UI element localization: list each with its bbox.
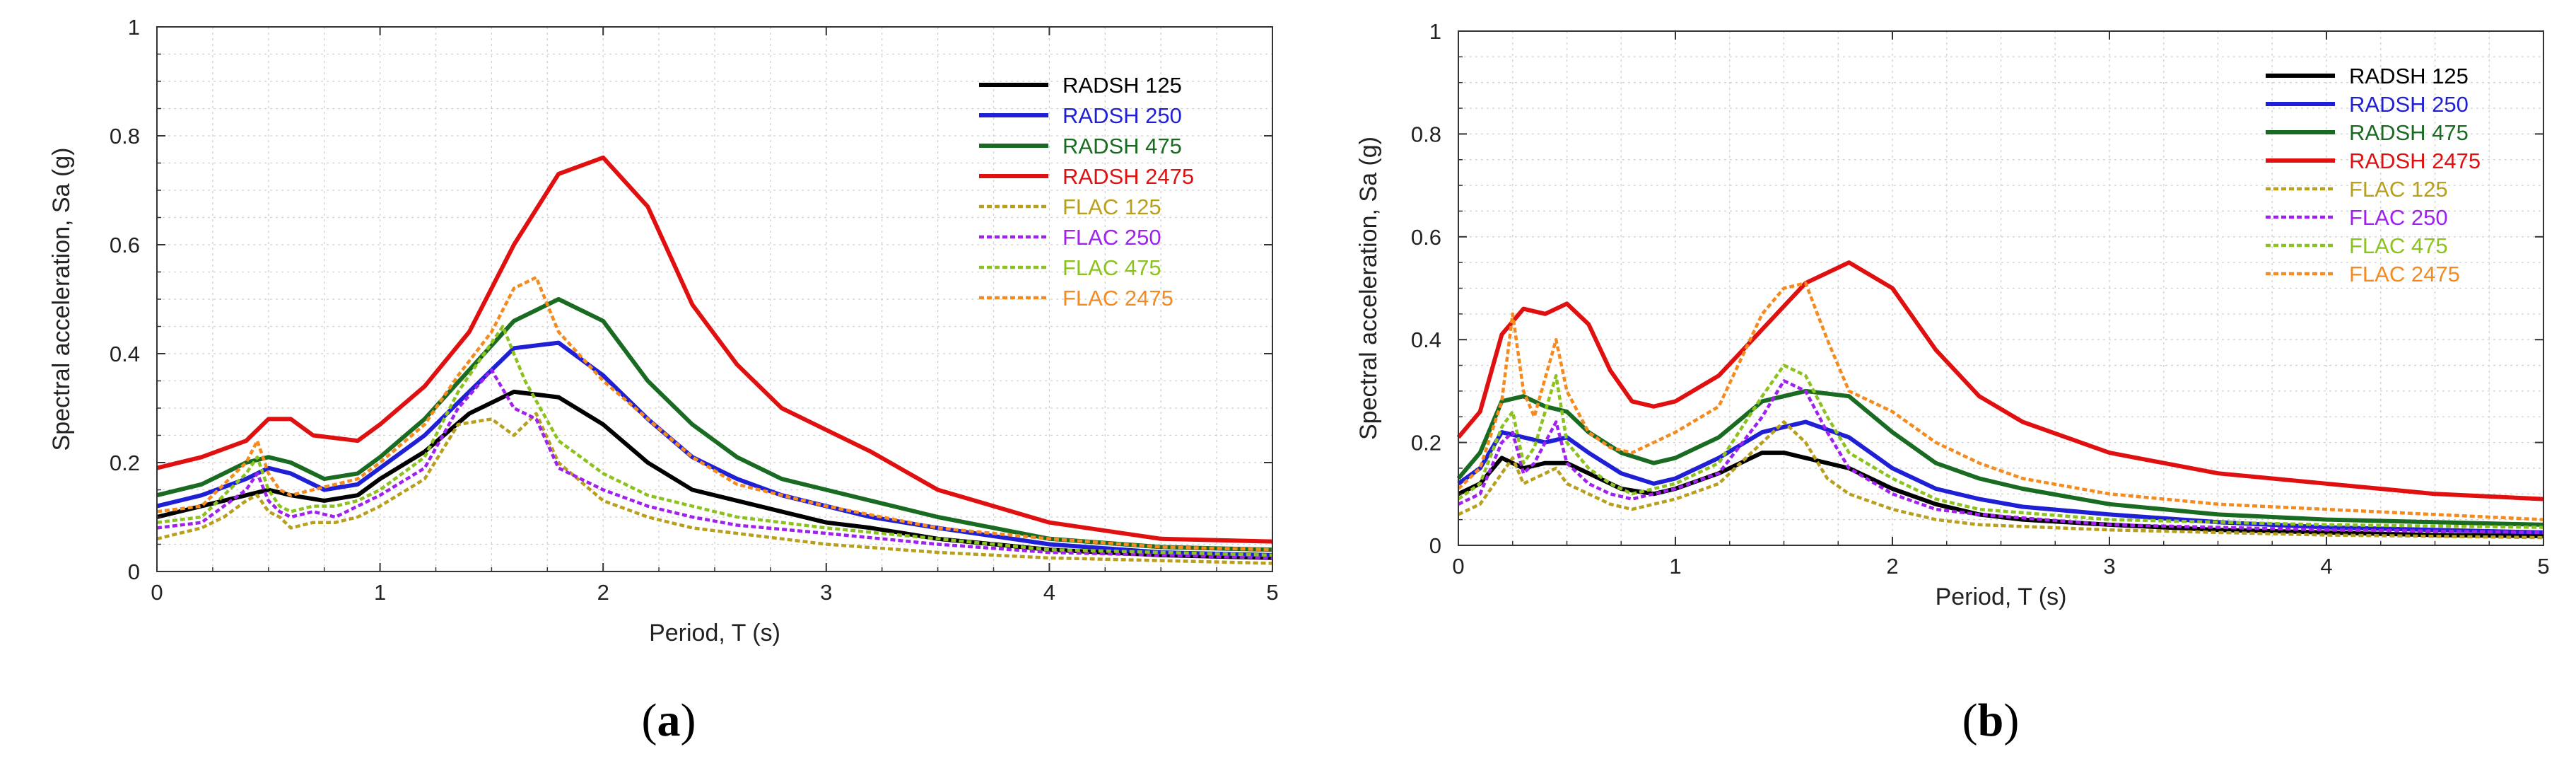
series-line-flac-125 <box>156 412 1273 565</box>
series-line-flac-475 <box>156 325 1273 557</box>
x-tick-label: 3 <box>820 580 832 605</box>
series-line-radsh-125 <box>156 389 1273 560</box>
legend-label: RADSH 475 <box>2349 120 2469 145</box>
x-tick-label: 5 <box>1266 580 1278 605</box>
legend-label: FLAC 2475 <box>1062 286 1173 311</box>
legend-label: FLAC 2475 <box>2349 262 2460 286</box>
panel-label-close: ) <box>681 695 696 746</box>
y-tick-label: 0.8 <box>110 124 140 149</box>
legend: RADSH 125 RADSH 250 RADSH 475 RADSH 2475 FLA… <box>979 73 1194 311</box>
series-group <box>156 155 1273 565</box>
y-tick-label: 0 <box>128 559 140 584</box>
y-tick-label: 0.2 <box>110 451 140 475</box>
series-line-flac-2475 <box>156 275 1273 552</box>
chart-a: 0 1 2 3 4 5 0 0.2 0.4 0.6 0.8 1 Period, T (s) Spectra… <box>48 15 1279 746</box>
x-tick-label: 1 <box>1669 554 1681 579</box>
y-tick-label: 0.4 <box>110 342 140 366</box>
legend-label: FLAC 250 <box>1062 225 1161 250</box>
y-tick-label: 1 <box>128 15 140 40</box>
x-axis-label: Period, T (s) <box>1936 584 2067 610</box>
x-tick-label: 0 <box>151 580 163 605</box>
y-tick-label: 0.6 <box>110 233 140 257</box>
legend-label: FLAC 475 <box>1062 255 1161 280</box>
y-tick-label: 0.2 <box>1411 431 1441 455</box>
legend-label: RADSH 250 <box>2349 92 2469 117</box>
y-tick-label: 1 <box>1429 19 1441 44</box>
series-group <box>1456 260 2544 540</box>
y-tick-label: 0.6 <box>1411 225 1441 250</box>
legend-label: FLAC 475 <box>2349 233 2448 258</box>
legend: RADSH 125 RADSH 250 RADSH 475 RADSH 2475 FLA… <box>2266 64 2481 286</box>
legend-label: RADSH 2475 <box>2349 149 2481 173</box>
panel-label-letter: b <box>1978 695 2004 746</box>
x-tick-label: 2 <box>597 580 609 605</box>
legend-label: RADSH 125 <box>2349 64 2469 88</box>
legend-label: RADSH 250 <box>1062 103 1182 128</box>
panel-label-close: ) <box>2003 695 2019 746</box>
panel-label-letter: a <box>657 695 681 746</box>
chart-b: 0 1 2 3 4 5 0 0.2 0.4 0.6 0.8 1 Period, T (s) Spectra… <box>1355 19 2550 746</box>
legend-label: FLAC 125 <box>2349 177 2448 202</box>
series-line-radsh-125 <box>1457 451 2544 538</box>
x-tick-label: 3 <box>2103 554 2115 579</box>
legend-label: RADSH 2475 <box>1062 164 1194 189</box>
panel-label-open: ( <box>1962 695 1978 746</box>
x-tick-label: 5 <box>2537 554 2549 579</box>
grid <box>1458 30 2544 546</box>
x-tick-label: 0 <box>1452 554 1464 579</box>
series-line-radsh-250 <box>1457 419 2544 535</box>
series-line-radsh-475 <box>156 297 1273 552</box>
y-axis-label: Spectral acceleration, Sa (g) <box>48 148 75 451</box>
x-tick-label: 1 <box>374 580 386 605</box>
x-axis-label: Period, T (s) <box>649 620 780 646</box>
series-line-flac-250 <box>1458 379 2544 535</box>
y-tick-label: 0 <box>1429 533 1441 558</box>
x-tick-label: 4 <box>2320 554 2332 579</box>
series-line-radsh-2475 <box>156 155 1273 544</box>
panel-label: (a) <box>642 695 696 746</box>
y-tick-label: 0.8 <box>1411 122 1441 146</box>
series-line-radsh-2475 <box>1456 260 2544 501</box>
y-tick-label: 0.4 <box>1411 327 1441 352</box>
panel-label: (b) <box>1962 695 2020 746</box>
series-line-flac-125 <box>1458 420 2544 540</box>
legend-label: RADSH 125 <box>1062 73 1182 98</box>
x-tick-label: 4 <box>1043 580 1055 605</box>
legend-label: RADSH 475 <box>1062 134 1182 158</box>
legend-label: FLAC 125 <box>1062 195 1161 219</box>
series-line-flac-2475 <box>1457 281 2544 521</box>
x-tick-label: 2 <box>1886 554 1898 579</box>
panel-label-open: ( <box>642 695 657 746</box>
grid <box>156 26 1273 572</box>
y-axis-label: Spectral acceleration, Sa (g) <box>1355 137 1382 440</box>
series-line-radsh-475 <box>1456 388 2544 527</box>
legend-label: FLAC 250 <box>2349 205 2448 230</box>
